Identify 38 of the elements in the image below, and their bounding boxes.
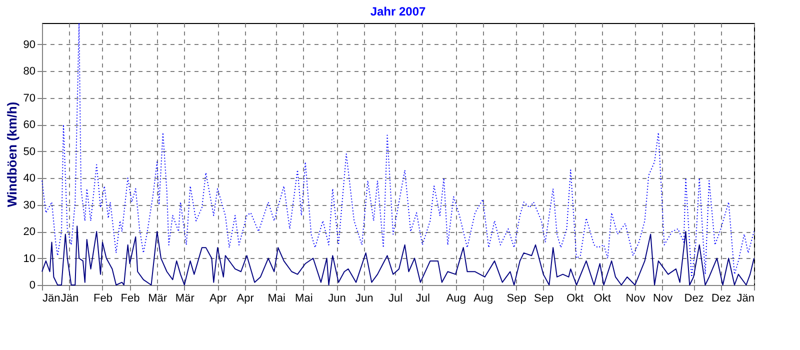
line-series: [42, 22, 754, 278]
x-tick-label: Sep: [534, 292, 554, 304]
y-tick-label: 60: [23, 119, 36, 132]
x-tick-label: Aug: [474, 292, 494, 304]
y-tick-label: 40: [23, 172, 36, 185]
x-tick-label: Mai: [295, 292, 313, 304]
x-tick-label: Mär: [148, 292, 168, 304]
y-tick-label: 10: [23, 252, 36, 265]
x-tick-label: Aug: [446, 292, 466, 304]
x-tick-label: Jun: [328, 292, 346, 304]
y-tick-label: 80: [23, 66, 36, 78]
x-tick-label: Nov: [653, 292, 674, 304]
x-tick-label: Apr: [210, 292, 227, 304]
y-axis-title: Windböen (km/h): [4, 102, 20, 208]
x-tick-label: Mär: [175, 292, 195, 304]
x-tick-label: Sep: [506, 292, 526, 304]
x-tick-label: Nov: [626, 292, 646, 304]
chart-title: Jahr 2007: [370, 4, 426, 18]
y-tick-label: 0: [29, 280, 36, 292]
x-tick-label: Okt: [594, 292, 611, 304]
x-tick-label: Jän: [60, 292, 79, 304]
x-tick-label: Jän: [42, 292, 60, 304]
y-tick-label: 50: [23, 146, 36, 158]
x-tick-label: Dez: [712, 292, 732, 304]
x-tick-label: Jän: [736, 292, 754, 304]
x-tick-label: Jun: [355, 292, 374, 304]
x-tick-label: Jul: [388, 292, 403, 304]
x-tick-label: Apr: [236, 292, 254, 304]
x-tick-label: Dez: [684, 292, 704, 304]
y-tick-label: 70: [23, 92, 36, 104]
x-tick-label: Feb: [93, 292, 112, 304]
y-tick-label: 30: [23, 199, 36, 212]
y-tick-label: 90: [23, 38, 36, 51]
x-tick-label: Mai: [268, 292, 286, 304]
x-tick-label: Feb: [120, 292, 140, 304]
x-tick-label: Okt: [566, 292, 584, 304]
y-tick-label: 20: [23, 226, 36, 238]
x-tick-label: Jul: [416, 292, 430, 304]
